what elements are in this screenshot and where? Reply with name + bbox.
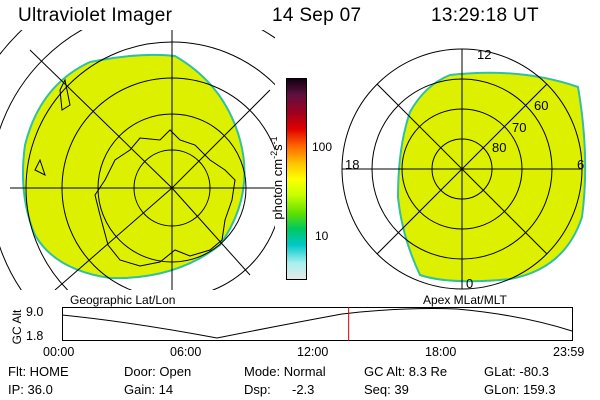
longitude-lines xyxy=(10,30,275,290)
mlt-label-12: 12 xyxy=(477,47,492,62)
altitude-tick-high: 9.0 xyxy=(26,305,44,319)
mlat-label-80: 80 xyxy=(492,140,507,155)
sequence-number: Seq: 39 xyxy=(364,382,409,397)
geo-panel-label: Geographic Lat/Lon xyxy=(70,293,176,307)
geo-latitude: GLat: -80.3 xyxy=(484,364,550,379)
flight-status: Flt: HOME xyxy=(8,364,69,379)
coastline-fragment xyxy=(34,78,71,176)
x-tick-2359: 23:59 xyxy=(553,345,585,359)
altitude-tick-low: 1.8 xyxy=(26,329,44,343)
apex-panel-label: Apex MLat/MLT xyxy=(423,293,507,307)
altitude-curve xyxy=(62,308,573,339)
mlt-lines xyxy=(342,49,582,289)
time-label: 13:29:18 UT xyxy=(431,5,539,26)
apex-mlat-mlt-map xyxy=(341,48,587,290)
mlt-label-0: 0 xyxy=(466,276,474,291)
colorbar-unit-label: photon cm-2s-1 xyxy=(268,136,286,220)
mlt-label-18: 18 xyxy=(345,157,360,172)
dsp-label: Dsp: xyxy=(244,382,271,397)
altitude-plot xyxy=(62,307,573,341)
mode-status: Mode: Normal xyxy=(244,364,326,379)
date-label: 14 Sep 07 xyxy=(272,5,362,26)
coastline-antarctica xyxy=(94,129,236,267)
auroral-image-geo xyxy=(21,53,246,280)
mlat-label-60: 60 xyxy=(534,98,549,113)
x-tick-0600: 06:00 xyxy=(170,345,202,359)
mlat-label-70: 70 xyxy=(512,120,527,135)
colorbar xyxy=(286,78,307,280)
geographic-map xyxy=(0,30,275,290)
instrument-title: Ultraviolet Imager xyxy=(18,5,173,26)
x-tick-1800: 18:00 xyxy=(425,345,457,359)
door-status: Door: Open xyxy=(124,364,192,379)
gain-value: Gain: 14 xyxy=(124,382,174,397)
x-tick-1200: 12:00 xyxy=(297,345,329,359)
x-tick-0000: 00:00 xyxy=(43,345,75,359)
altitude-ylabel: GC Alt xyxy=(10,309,24,345)
ip-value: IP: 36.0 xyxy=(8,382,53,397)
geo-longitude: GLon: 159.3 xyxy=(484,382,556,397)
colorbar-tick-10: 10 xyxy=(315,229,329,243)
dsp-value: -2.3 xyxy=(292,382,315,397)
auroral-image-apex xyxy=(396,71,587,283)
gc-altitude: GC Alt: 8.3 Re xyxy=(364,364,448,379)
colorbar-tick-100: 100 xyxy=(312,140,333,154)
mlt-label-6: 6 xyxy=(577,157,585,172)
